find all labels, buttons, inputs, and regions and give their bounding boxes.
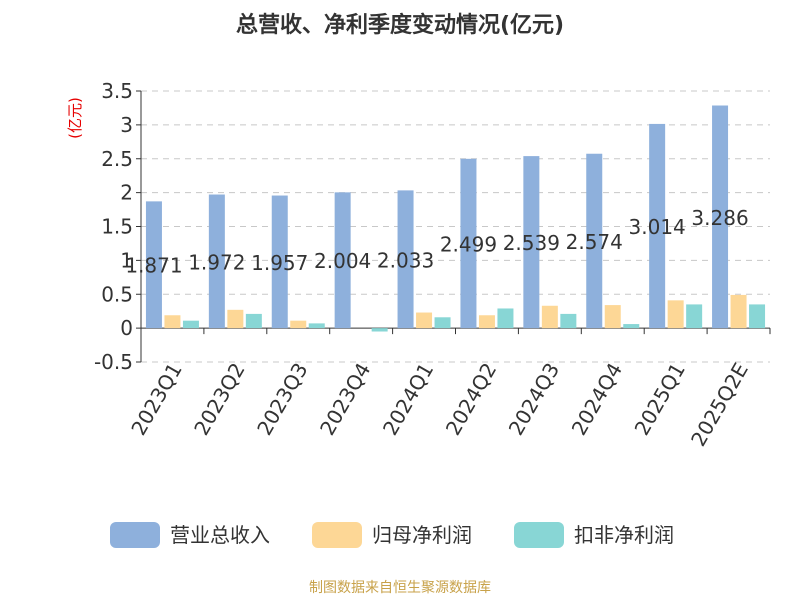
bar [271, 195, 288, 329]
bar [560, 313, 577, 329]
x-tick-label: 2024Q3 [504, 359, 564, 440]
bars [145, 105, 766, 332]
bar [182, 320, 199, 329]
data-label: 2.539 [503, 231, 560, 255]
x-tick-label: 2025Q2E [686, 359, 753, 451]
bar [497, 308, 514, 329]
bar [623, 324, 640, 329]
bar [649, 123, 666, 329]
data-label: 2.499 [440, 232, 497, 256]
grid [141, 90, 770, 363]
legend-swatch [514, 522, 564, 548]
x-tick-label: 2023Q4 [315, 359, 375, 440]
bar [227, 309, 244, 329]
bar [245, 313, 262, 329]
x-tick-label: 2023Q3 [252, 359, 312, 440]
y-tick-label: 0 [120, 316, 133, 340]
y-tick-label: 2.5 [101, 147, 133, 171]
data-label: 1.871 [125, 254, 182, 278]
bar [749, 304, 766, 329]
bar [712, 105, 729, 329]
bar [164, 315, 181, 329]
x-tick-label: 2025Q1 [630, 359, 690, 440]
data-label: 3.286 [691, 206, 748, 230]
data-label: 3.014 [629, 215, 686, 239]
legend-swatch [110, 522, 160, 548]
data-label: 1.957 [251, 251, 308, 275]
legend-label: 归母净利润 [372, 523, 472, 547]
bar [334, 192, 351, 329]
bar [308, 323, 325, 329]
x-tick-label: 2024Q1 [378, 359, 438, 440]
x-tick-label: 2023Q2 [189, 359, 249, 440]
bar [523, 156, 540, 329]
bar [541, 305, 558, 329]
bar [371, 328, 388, 332]
bar [686, 304, 703, 329]
data-label: 1.972 [188, 250, 245, 274]
bar [667, 300, 684, 329]
data-label: 2.033 [377, 248, 434, 272]
x-tick-label: 2024Q4 [567, 359, 627, 440]
legend: 营业总收入 归母净利润 扣非净利润 [110, 522, 674, 548]
x-tick-label: 2023Q1 [126, 359, 186, 440]
x-tick-label: 2024Q2 [441, 359, 501, 440]
bar [434, 317, 451, 329]
y-tick-label: 2 [120, 181, 133, 205]
bar [460, 158, 477, 329]
bar [208, 194, 225, 329]
bar [478, 315, 495, 329]
data-label: 2.574 [566, 230, 623, 254]
data-label: 2.004 [314, 249, 371, 273]
y-tick-label: 3.5 [101, 79, 133, 103]
bar [586, 153, 603, 329]
bar [416, 312, 433, 329]
y-unit-label: (亿元) [66, 97, 84, 139]
y-tick-label: -0.5 [94, 350, 133, 374]
chart-title: 总营收、净利季度变动情况(亿元) [236, 12, 564, 38]
bar [290, 320, 307, 329]
bar [730, 294, 747, 329]
y-tick-label: 1.5 [101, 215, 133, 239]
y-tick-label: 1 [120, 248, 133, 272]
bar [397, 190, 414, 329]
legend-label: 扣非净利润 [574, 523, 674, 547]
bar [604, 305, 621, 329]
source-note: 制图数据来自恒生聚源数据库 [309, 580, 491, 596]
legend-swatch [312, 522, 362, 548]
bar [145, 201, 162, 329]
legend-label: 营业总收入 [170, 523, 270, 547]
y-tick-label: 3 [120, 113, 133, 137]
y-tick-label: 0.5 [101, 282, 133, 306]
